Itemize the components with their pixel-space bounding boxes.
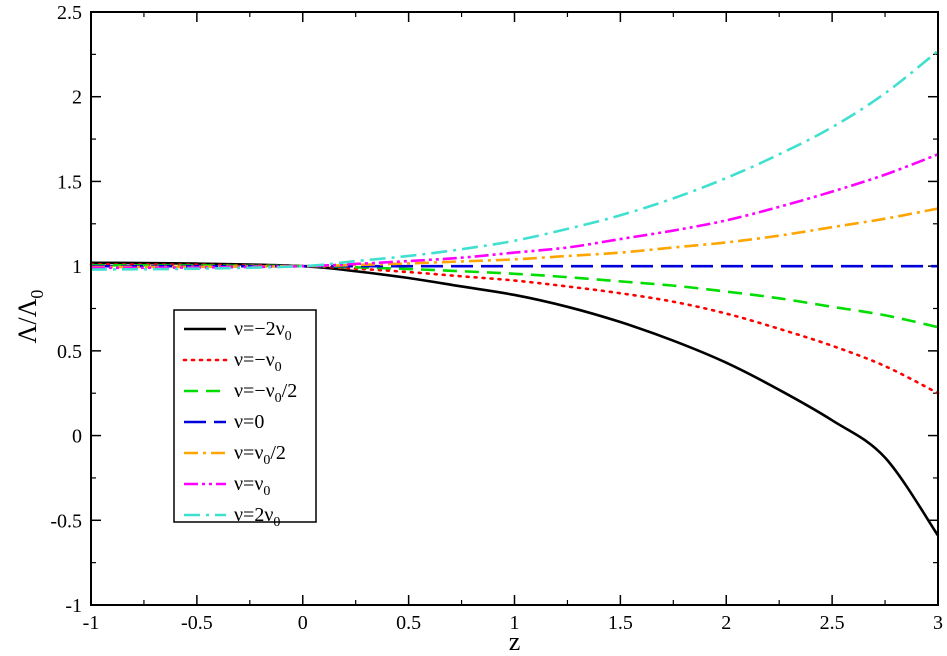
series-line-2 <box>90 264 939 329</box>
x-tick-label: 1.5 <box>608 612 633 634</box>
y-tick-label: 2 <box>72 87 82 109</box>
plot-frame <box>90 11 939 606</box>
series-line-4 <box>90 207 939 269</box>
y-tick-label: 0 <box>72 426 82 448</box>
series-line-1 <box>89 263 940 395</box>
y-tick-label: 1 <box>72 256 82 278</box>
x-tick-label: 1 <box>510 612 520 634</box>
x-tick-label: 3 <box>933 612 943 634</box>
y-tick-label: 1.5 <box>57 171 82 193</box>
x-axis-label: z <box>509 627 521 656</box>
legend-label-4: ν=ν0/2 <box>234 442 286 468</box>
legend-label-0: ν=−2ν0 <box>234 318 292 344</box>
x-tick-label: -1 <box>83 612 100 634</box>
x-tick-label: 2 <box>721 612 731 634</box>
series-layer <box>89 49 940 537</box>
legend-box <box>173 309 317 523</box>
y-tick-label: -1 <box>65 595 82 617</box>
y-tick-label: -0.5 <box>50 510 82 532</box>
y-tick-label: 2.5 <box>57 2 82 24</box>
series-line-6 <box>90 49 939 271</box>
y-axis-label-base: Λ/Λ <box>13 298 42 343</box>
tick-labels: -1 -0.5 0 0.5 1 1.5 2 2.5 3 -1 -0.5 0 0.5 1 1.5 2 2.5 <box>50 2 943 634</box>
x-tick-label: 0 <box>298 612 308 634</box>
legend-label-1: ν=−ν0 <box>234 349 282 375</box>
x-tick-label: -0.5 <box>181 612 213 634</box>
series-line-5 <box>90 153 939 270</box>
legend-label-5: ν=ν0 <box>234 473 270 499</box>
y-tick-label: 0.5 <box>57 341 82 363</box>
legend-label-2: ν=−ν0/2 <box>234 380 297 406</box>
legend-label-6: ν=2ν0 <box>234 504 280 530</box>
legend: ν=−2ν0 ν=−ν0 ν=−ν0/2 ν=0 ν=ν0/2 ν=ν0 ν=2ν0 <box>173 309 317 530</box>
x-tick-label: 0.5 <box>396 612 421 634</box>
legend-label-3: ν=0 <box>234 411 264 433</box>
y-axis-label: Λ/Λ0 <box>13 290 47 344</box>
x-tick-label: 2.5 <box>820 612 845 634</box>
y-axis-label-sub: 0 <box>27 290 47 299</box>
